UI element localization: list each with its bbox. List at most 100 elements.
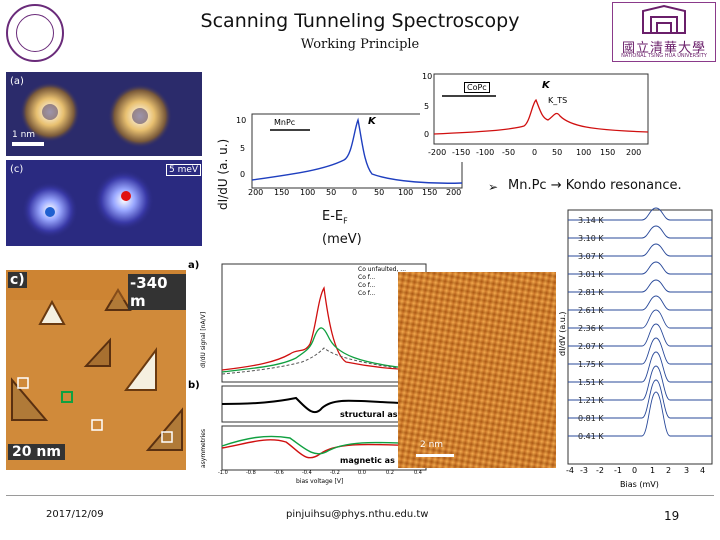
triangles-stm-image: c) -340 m 20 nm (6, 270, 190, 470)
spectra-x-tick: 0.2 (386, 470, 394, 476)
mnpc-y-tick-0: 0 (240, 170, 246, 179)
mnpc-peak-label: K (368, 116, 376, 127)
footer-divider (6, 495, 714, 496)
copc-x-tick: 0 (532, 148, 538, 157)
copc-x-tick: 50 (552, 148, 563, 157)
spectra-label-a: a) (188, 260, 200, 271)
temp-label: 3.07 K (578, 252, 604, 261)
temp-label: 1.51 K (578, 378, 604, 387)
stm-image-a: (a) 1 nm (6, 72, 202, 156)
temp-label: 1.75 K (578, 360, 604, 369)
copc-x-tick: -50 (502, 148, 516, 157)
mnpc-x-tick: 150 (274, 188, 290, 197)
copc-y-tick-5: 5 (424, 102, 430, 111)
energy-label-unit: (meV) (322, 231, 362, 247)
mnpc-x-tick: 0 (352, 188, 358, 197)
copc-x-tick: 150 (600, 148, 616, 157)
copc-legend: CoPc (464, 82, 490, 93)
mnpc-y-tick-5: 5 (240, 144, 246, 153)
temp-label: 2.07 K (578, 342, 604, 351)
spectra-x-tick: -0.4 (302, 470, 312, 476)
temp-label: 3.10 K (578, 234, 604, 243)
university-seal-icon (6, 4, 64, 62)
footer-email: pinjuihsu@phys.nthu.edu.tw (286, 509, 429, 520)
mnpc-x-tick: 200 (446, 188, 462, 197)
spectra-x-tick: -0.8 (246, 470, 256, 476)
temp-label: 2.81 K (578, 288, 604, 297)
structural-asymmetry-label: structural as (340, 410, 398, 419)
triangles-panel-label: c) (8, 272, 27, 288)
panel-a-label: (a) (10, 76, 24, 87)
triangles-bias-label: -340 m (128, 274, 190, 310)
spectra-ylabel-b: asymmetries (200, 428, 207, 468)
spectra-x-tick: -1.0 (218, 470, 228, 476)
bullet-marker-icon: ➢ (488, 180, 499, 194)
temp-label: 2.36 K (578, 324, 604, 333)
magnetic-asymmetry-label: magnetic as (340, 456, 395, 465)
mnpc-y-tick-10: 10 (236, 116, 247, 125)
spectra-label-b: b) (188, 380, 200, 391)
copc-side-peak-label: K_TS (548, 96, 568, 105)
temp-x-tick: -4 (566, 466, 574, 475)
temp-x-tick: 1 (650, 466, 656, 475)
spectrum-ylabel: dI/dU (a. u.) (216, 138, 230, 210)
triangles-scale-label: 20 nm (8, 444, 65, 460)
asymmetry-spectra-panel: a) b) Co unfaulted, ... Co f... Co f... … (186, 258, 430, 486)
copc-x-tick: 200 (626, 148, 642, 157)
spectra-xlabel: bias voltage [V] (296, 478, 344, 485)
spectra-x-tick: -0.6 (274, 470, 284, 476)
temp-label: 3.14 K (578, 216, 604, 225)
copc-x-tick: -100 (476, 148, 495, 157)
temperature-ylabel: dI/dV (a.u.) (558, 311, 567, 356)
atomic-lattice-image: 2 nm (398, 272, 556, 468)
copc-x-tick: -150 (452, 148, 471, 157)
energy-label-sub: F (343, 216, 348, 226)
spectra-ylabel-a: dI/dU signal [nA/V] (200, 311, 207, 368)
temp-label: 1.21 K (578, 396, 604, 405)
slide-subtitle: Working Principle (300, 37, 420, 52)
spectra-legend-item: Co f... (358, 274, 376, 281)
slide-title: Scanning Tunneling Spectroscopy (200, 10, 520, 32)
panel-c-label: (c) (10, 164, 24, 175)
temp-x-tick: 2 (666, 466, 672, 475)
copc-x-tick: -200 (428, 148, 447, 157)
footer-page-number: 19 (664, 509, 680, 523)
energy-axis-label: E-EF (meV) (322, 208, 362, 249)
copc-x-tick: 100 (576, 148, 592, 157)
copc-peak-label: K (542, 80, 550, 91)
mnpc-x-tick: 150 (422, 188, 438, 197)
temp-x-tick: -2 (596, 466, 604, 475)
copc-y-tick-10: 10 (422, 72, 433, 81)
lattice-scale-label: 2 nm (420, 440, 444, 450)
spectra-legend-item: Co f... (358, 290, 376, 297)
footer-date: 2017/12/09 (46, 509, 104, 520)
mnpc-legend: MnPc (274, 118, 296, 127)
panel-c-scale: 5 meV (166, 164, 202, 176)
lattice-scale-bar (416, 454, 454, 457)
copc-y-tick-0: 0 (424, 130, 430, 139)
temp-label: 2.61 K (578, 306, 604, 315)
bullet-text: Mn.Pc → Kondo resonance. (508, 178, 682, 193)
energy-label-main: E-E (322, 209, 344, 224)
spectra-legend-item: Co unfaulted, ... (358, 266, 407, 273)
temp-label: 3.01 K (578, 270, 604, 279)
spectra-x-tick: -0.2 (330, 470, 340, 476)
logo-text-cn: 國立清華大學 (621, 41, 706, 56)
temperature-xlabel: Bias (mV) (620, 480, 659, 489)
copc-spectrum-plot: CoPc K K_TS 10 5 0 -200 -150 -100 -50 0 … (420, 70, 652, 162)
spectra-x-tick: 0.0 (358, 470, 366, 476)
mnpc-x-tick: 50 (326, 188, 337, 197)
temperature-spectra-panel: 3.14 K 3.10 K 3.07 K 3.01 K 2.81 K 2.61 … (556, 206, 714, 492)
temp-x-tick: -1 (614, 466, 622, 475)
mnpc-x-tick: 100 (300, 188, 316, 197)
spectra-x-tick: 0.4 (414, 470, 422, 476)
logo-text-en: NATIONAL TSING HUA UNIVERSITY (621, 53, 707, 59)
temp-label: 0.81 K (578, 414, 604, 423)
university-logo: 國立清華大學 NATIONAL TSING HUA UNIVERSITY (612, 2, 716, 62)
temp-label: 0.41 K (578, 432, 604, 441)
stm-image-c: (c) 5 meV (6, 160, 202, 246)
mnpc-x-tick: 200 (248, 188, 264, 197)
temp-x-tick: -3 (580, 466, 588, 475)
temp-x-tick: 0 (632, 466, 638, 475)
mnpc-x-tick: 50 (374, 188, 385, 197)
